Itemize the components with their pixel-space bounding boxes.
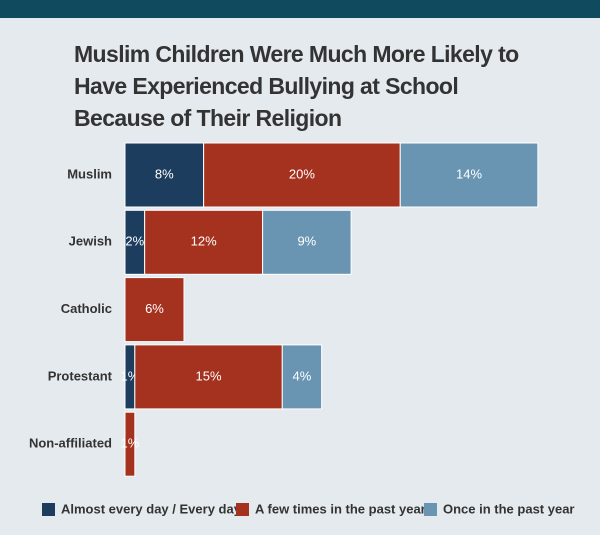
value-label: 6% xyxy=(145,301,164,316)
bar-segment xyxy=(281,344,323,410)
legend-label: Almost every day / Every day xyxy=(61,501,242,516)
category-label: Muslim xyxy=(67,166,112,181)
legend-swatch xyxy=(236,503,249,516)
bar-segment xyxy=(399,142,539,208)
category-label: Jewish xyxy=(69,234,112,249)
value-label: 12% xyxy=(191,234,217,249)
value-label: 15% xyxy=(196,368,222,383)
category-label: Catholic xyxy=(61,301,112,316)
bar-segment xyxy=(203,142,401,208)
legend-swatch xyxy=(42,503,55,516)
legend-label: Once in the past year xyxy=(443,501,575,516)
header-band xyxy=(0,0,600,18)
value-label: 2% xyxy=(125,234,144,249)
bar-segment xyxy=(262,209,352,275)
value-label: 20% xyxy=(289,166,315,181)
legend-label: A few times in the past year xyxy=(255,501,426,516)
value-label: 9% xyxy=(297,234,316,249)
bar-segment xyxy=(134,344,283,410)
category-label: Protestant xyxy=(48,368,113,383)
bar-segment xyxy=(144,209,264,275)
bar-segment xyxy=(124,142,205,208)
chart-title: Muslim Children Were Much More Likely to… xyxy=(74,41,519,131)
value-label: 8% xyxy=(155,166,174,181)
bar-segment xyxy=(124,411,136,477)
value-label: 14% xyxy=(456,166,482,181)
category-label: Non-affiliated xyxy=(29,436,112,451)
value-label: 1% xyxy=(121,436,140,451)
value-label: 4% xyxy=(293,368,312,383)
legend-swatch xyxy=(424,503,437,516)
bar-segment xyxy=(124,277,185,343)
